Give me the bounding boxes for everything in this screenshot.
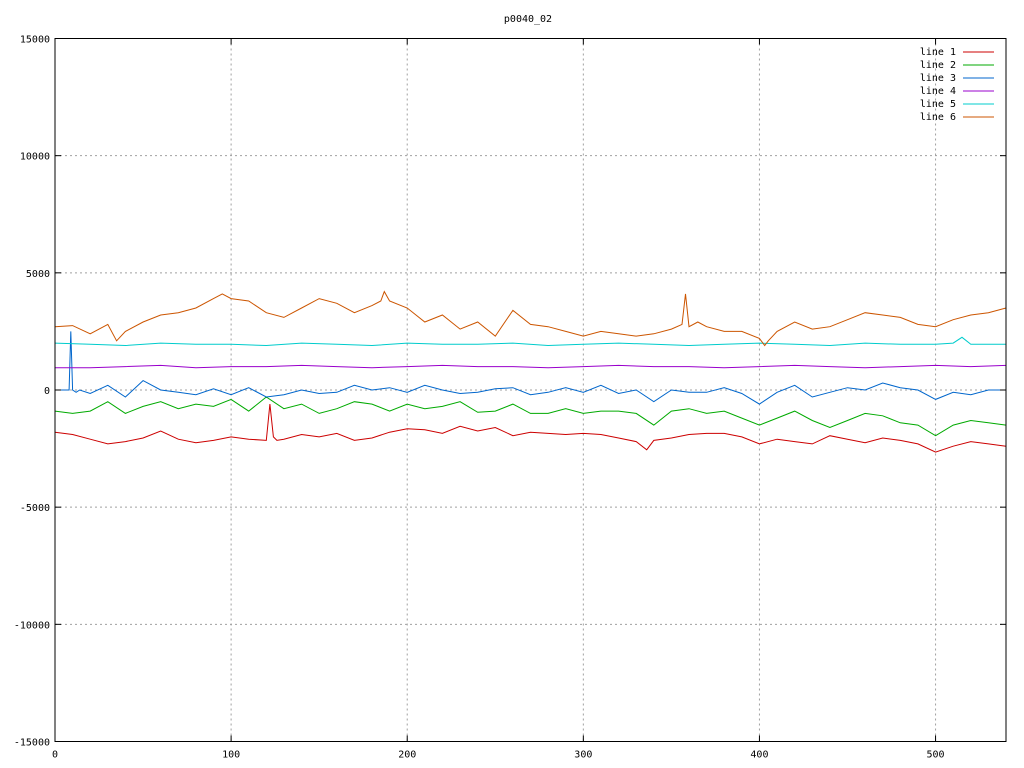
series-line-2 xyxy=(54,396,1007,437)
y-tick-label: 15000 xyxy=(20,35,50,46)
grid xyxy=(55,38,1006,742)
axis-ticks: 0 100 200 300 400 500 -15000 -10000 -5000 0 5000 10… xyxy=(14,35,1006,761)
legend-label: line 2 xyxy=(920,60,956,71)
y-tick-label: 5000 xyxy=(26,269,50,280)
series-line-1 xyxy=(54,404,1007,453)
y-tick-label: 0 xyxy=(44,386,50,397)
y-tick-label: -10000 xyxy=(14,620,50,631)
series-line-5 xyxy=(54,336,1006,347)
x-tick-label: 500 xyxy=(927,750,945,761)
series-line-3 xyxy=(55,331,1006,405)
legend-label: line 4 xyxy=(920,86,956,97)
legend-label: line 1 xyxy=(920,47,956,58)
series-line-6 xyxy=(54,290,1007,347)
legend: line 1 line 2 line 3 line 4 line 5 line 6 xyxy=(920,47,994,123)
y-tick-label: 10000 xyxy=(20,152,50,163)
y-tick-label: -15000 xyxy=(14,738,50,749)
x-tick-label: 100 xyxy=(222,750,240,761)
chart-title: p0040_02 xyxy=(504,14,552,25)
legend-label: line 3 xyxy=(920,73,956,84)
x-tick-label: 400 xyxy=(750,750,768,761)
legend-label: line 6 xyxy=(920,112,956,123)
series-line-4 xyxy=(55,364,1007,369)
x-tick-label: 0 xyxy=(52,750,58,761)
series-layer xyxy=(54,290,1007,453)
y-tick-label: -5000 xyxy=(20,503,50,514)
x-tick-label: 300 xyxy=(574,750,592,761)
x-tick-label: 200 xyxy=(398,750,416,761)
legend-label: line 5 xyxy=(920,99,956,110)
